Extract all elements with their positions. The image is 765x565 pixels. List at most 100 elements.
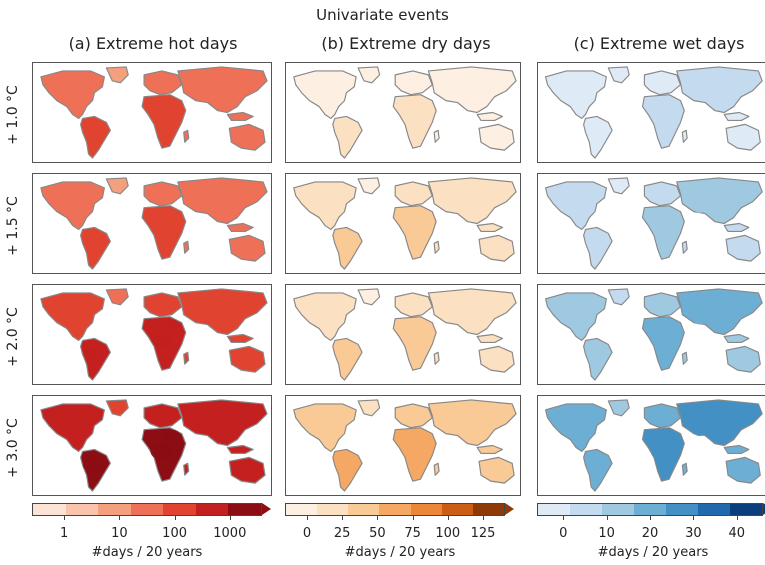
colorbar-segment <box>730 504 762 515</box>
colorbar-segment <box>33 504 66 515</box>
world-map <box>293 288 517 381</box>
continent-northAmerica <box>40 292 105 342</box>
continent-europe <box>143 292 183 318</box>
continent-europe <box>643 70 682 96</box>
intensity-hotspot <box>341 354 352 363</box>
continent-greenland <box>105 177 129 195</box>
continent-europe <box>143 70 183 96</box>
continent-northAmerica <box>40 403 105 453</box>
continent-asia <box>427 399 517 447</box>
continent-greenland <box>105 288 129 306</box>
colorbar-segment <box>348 504 380 515</box>
continent-southAmerica <box>80 226 111 270</box>
continent-southAmerica <box>583 337 613 381</box>
map-panel <box>32 395 272 496</box>
colorbar-extend-arrow <box>505 503 514 515</box>
intensity-hotspot <box>163 429 181 442</box>
intensity-hotspot <box>647 327 657 334</box>
continent-greenland <box>105 66 129 84</box>
colorbar-dry <box>285 503 505 516</box>
continent-asia <box>427 288 517 336</box>
colorbar-tick-label: 0 <box>302 526 312 541</box>
continent-australia <box>478 456 515 484</box>
continent-indonesia <box>723 222 750 233</box>
intensity-hotspot <box>395 322 403 328</box>
colorbar-segment <box>286 504 318 515</box>
row-label-1-0: + 1.0 °C <box>5 85 21 145</box>
colorbar-tick-label: 1000 <box>213 526 247 541</box>
colorbar-segment <box>602 504 634 515</box>
world-map <box>40 399 268 492</box>
colorbar-segment <box>98 504 131 515</box>
intensity-hotspot <box>407 451 418 460</box>
colorbar-tick-label: 10 <box>598 526 615 541</box>
colorbar-segment <box>570 504 602 515</box>
colorbar-hot <box>32 503 262 516</box>
continent-indonesia <box>476 222 504 233</box>
colorbar-segment <box>410 504 442 515</box>
row-label-3-0: + 3.0 °C <box>5 418 21 478</box>
intensity-hotspot <box>695 206 704 213</box>
continent-madagascar <box>183 462 190 476</box>
map-panel <box>32 62 272 163</box>
continent-europe <box>643 292 682 318</box>
intensity-hotspot <box>648 216 656 223</box>
colorbar-tick-mark <box>229 516 231 520</box>
map-panel <box>285 284 521 385</box>
colorbar-tick-label: 100 <box>162 526 188 541</box>
world-map <box>545 177 763 270</box>
colorbar-tick-mark <box>483 516 484 520</box>
figure-title: Univariate events <box>316 6 449 24</box>
continent-southAmerica <box>583 115 613 159</box>
world-map <box>545 288 763 381</box>
continent-asia <box>676 66 763 114</box>
colorbar-segment <box>130 504 164 515</box>
continent-madagascar <box>681 351 688 365</box>
colorbar-tick-label: 40 <box>728 526 746 541</box>
continent-indonesia <box>476 444 504 455</box>
colorbar-tick-label: 1 <box>60 526 69 541</box>
continent-asia <box>177 66 268 114</box>
colorbar-tick-mark <box>693 516 695 520</box>
colorbar-tick-mark <box>412 516 414 520</box>
continent-europe <box>394 70 433 96</box>
colorbar-tick-mark <box>342 516 344 520</box>
colorbar-label-hot: #days / 20 years <box>91 545 203 560</box>
continent-australia <box>725 456 761 484</box>
continent-northAmerica <box>40 70 105 120</box>
continent-southAmerica <box>583 226 613 270</box>
column-title-hot: (a) Extreme hot days <box>68 34 238 53</box>
row-label-1-5: + 1.5 °C <box>5 196 21 256</box>
continent-europe <box>643 181 682 207</box>
colorbar-tick-mark <box>563 516 565 520</box>
column-title-wet: (c) Extreme wet days <box>573 34 745 53</box>
intensity-hotspot <box>396 211 403 216</box>
continent-asia <box>177 288 268 336</box>
continent-madagascar <box>183 240 190 254</box>
colorbar-tick-label: 30 <box>685 526 702 541</box>
colorbar-label-dry: #days / 20 years <box>344 545 456 560</box>
continent-indonesia <box>723 111 750 122</box>
continent-southAmerica <box>332 115 363 159</box>
colorbar-tick-mark <box>174 516 176 520</box>
continent-europe <box>394 181 433 207</box>
continent-northAmerica <box>293 403 357 453</box>
continent-australia <box>228 234 266 262</box>
continent-greenland <box>607 177 630 195</box>
colorbar-segment <box>65 504 99 515</box>
intensity-hotspot <box>342 243 351 251</box>
colorbar-tick-label: 0 <box>559 526 568 541</box>
intensity-hotspot <box>155 113 169 124</box>
continent-australia <box>478 345 515 373</box>
intensity-hotspot <box>85 238 100 249</box>
map-panel <box>32 173 272 274</box>
colorbar-extend-arrow <box>763 503 765 515</box>
continent-europe <box>394 403 433 429</box>
colorbar-tick-mark <box>606 516 608 520</box>
colorbar-tick-label: 25 <box>333 526 351 541</box>
continent-greenland <box>357 399 381 417</box>
colorbar-label-wet: #days / 20 years <box>597 545 709 560</box>
continent-southAmerica <box>80 115 111 159</box>
colorbar-segment <box>698 504 730 515</box>
colorbar-tick-label: 100 <box>435 526 461 541</box>
